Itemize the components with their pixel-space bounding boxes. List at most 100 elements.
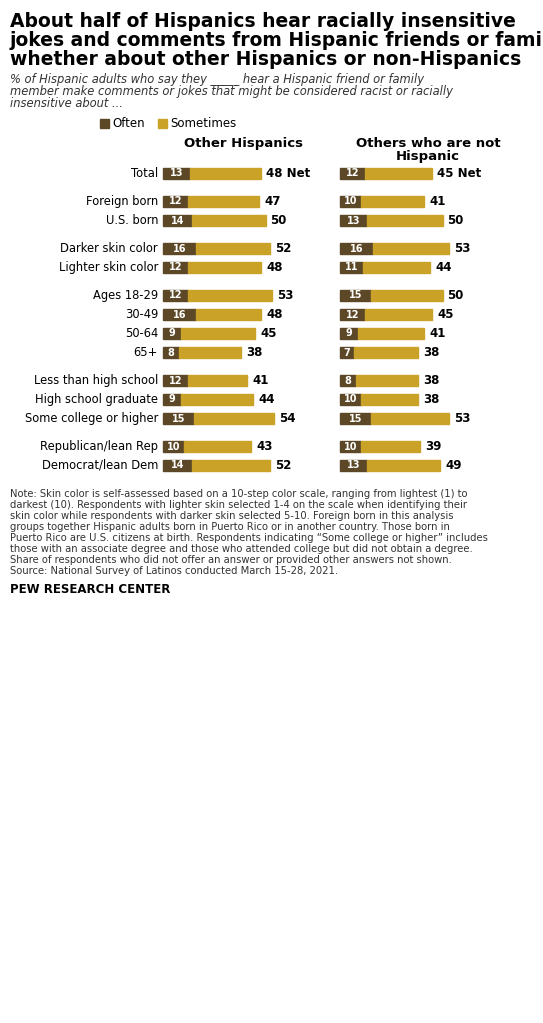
Bar bbox=[371, 290, 443, 301]
Text: 14: 14 bbox=[171, 460, 184, 471]
Text: 43: 43 bbox=[256, 440, 273, 453]
Bar bbox=[367, 460, 440, 471]
Text: 38: 38 bbox=[246, 346, 262, 359]
Text: 12: 12 bbox=[168, 375, 182, 386]
Text: 38: 38 bbox=[423, 374, 439, 387]
Text: 65+: 65+ bbox=[134, 346, 158, 359]
Bar bbox=[181, 328, 255, 339]
Text: 15: 15 bbox=[349, 413, 362, 424]
Bar bbox=[340, 262, 363, 273]
Text: 41: 41 bbox=[252, 374, 268, 387]
Bar bbox=[163, 168, 190, 179]
Bar bbox=[187, 375, 247, 386]
Bar bbox=[340, 460, 367, 471]
Bar bbox=[358, 328, 424, 339]
Bar bbox=[192, 215, 266, 226]
Text: 53: 53 bbox=[276, 290, 293, 302]
Bar bbox=[340, 309, 364, 320]
Text: Darker skin color: Darker skin color bbox=[60, 242, 158, 255]
Text: 16: 16 bbox=[350, 243, 363, 254]
Bar bbox=[340, 168, 364, 179]
Bar bbox=[340, 290, 371, 301]
Text: 16: 16 bbox=[173, 310, 186, 319]
Text: Source: National Survey of Latinos conducted March 15-28, 2021.: Source: National Survey of Latinos condu… bbox=[10, 566, 338, 576]
Bar bbox=[361, 394, 418, 405]
Bar bbox=[163, 196, 187, 207]
Text: those with an associate degree and those who attended college but did not obtain: those with an associate degree and those… bbox=[10, 544, 473, 554]
Text: 48 Net: 48 Net bbox=[267, 167, 311, 180]
Bar bbox=[163, 413, 194, 424]
Bar bbox=[163, 460, 192, 471]
Text: About half of Hispanics hear racially insensitive: About half of Hispanics hear racially in… bbox=[10, 12, 516, 31]
Text: Puerto Rico are U.S. citizens at birth. Respondents indicating “Some college or : Puerto Rico are U.S. citizens at birth. … bbox=[10, 533, 488, 543]
Text: Some college or higher: Some college or higher bbox=[24, 412, 158, 425]
Text: PEW RESEARCH CENTER: PEW RESEARCH CENTER bbox=[10, 583, 171, 596]
Bar bbox=[355, 347, 418, 358]
Bar bbox=[371, 413, 449, 424]
Text: 45 Net: 45 Net bbox=[437, 167, 482, 180]
Bar bbox=[163, 215, 192, 226]
Text: 10: 10 bbox=[344, 395, 357, 404]
Bar bbox=[163, 375, 187, 386]
Bar bbox=[163, 441, 184, 452]
Bar bbox=[163, 243, 196, 254]
Text: 39: 39 bbox=[425, 440, 441, 453]
Text: 10: 10 bbox=[167, 442, 180, 451]
Text: % of Hispanic adults who say they _____ hear a Hispanic friend or family: % of Hispanic adults who say they _____ … bbox=[10, 73, 424, 86]
Text: 41: 41 bbox=[429, 327, 445, 340]
Text: 30-49: 30-49 bbox=[125, 308, 158, 321]
Text: High school graduate: High school graduate bbox=[35, 393, 158, 406]
Text: 9: 9 bbox=[169, 328, 175, 339]
Text: 12: 12 bbox=[345, 169, 359, 178]
Bar bbox=[163, 309, 196, 320]
Text: 44: 44 bbox=[258, 393, 275, 406]
Bar bbox=[340, 215, 367, 226]
Text: 7: 7 bbox=[344, 348, 351, 357]
Text: jokes and comments from Hispanic friends or family,: jokes and comments from Hispanic friends… bbox=[10, 31, 543, 50]
Text: Sometimes: Sometimes bbox=[170, 117, 236, 130]
Bar bbox=[196, 243, 270, 254]
Bar bbox=[373, 243, 449, 254]
Bar bbox=[340, 347, 355, 358]
Text: 48: 48 bbox=[267, 308, 283, 321]
Text: 13: 13 bbox=[346, 216, 360, 225]
Text: darkest (10). Respondents with lighter skin selected 1-4 on the scale when ident: darkest (10). Respondents with lighter s… bbox=[10, 500, 467, 510]
Bar bbox=[158, 119, 167, 128]
Text: whether about other Hispanics or non-Hispanics: whether about other Hispanics or non-His… bbox=[10, 50, 521, 69]
Text: 53: 53 bbox=[453, 412, 470, 425]
Text: 9: 9 bbox=[346, 328, 352, 339]
Text: 49: 49 bbox=[445, 459, 462, 472]
Text: 50: 50 bbox=[270, 214, 287, 227]
Bar bbox=[100, 119, 109, 128]
Bar bbox=[361, 441, 420, 452]
Text: 54: 54 bbox=[279, 412, 295, 425]
Bar bbox=[364, 309, 432, 320]
Text: U.S. born: U.S. born bbox=[105, 214, 158, 227]
Text: 38: 38 bbox=[423, 346, 439, 359]
Text: Others who are not: Others who are not bbox=[356, 137, 500, 150]
Bar bbox=[340, 394, 361, 405]
Bar bbox=[163, 347, 179, 358]
Text: 52: 52 bbox=[275, 459, 291, 472]
Bar bbox=[361, 196, 424, 207]
Text: Foreign born: Foreign born bbox=[86, 195, 158, 208]
Text: 50: 50 bbox=[447, 290, 464, 302]
Bar bbox=[179, 347, 241, 358]
Text: Less than high school: Less than high school bbox=[34, 374, 158, 387]
Bar bbox=[340, 375, 356, 386]
Text: 53: 53 bbox=[453, 242, 470, 255]
Bar bbox=[194, 413, 274, 424]
Bar bbox=[181, 394, 253, 405]
Text: Share of respondents who did not offer an answer or provided other answers not s: Share of respondents who did not offer a… bbox=[10, 555, 452, 565]
Text: 16: 16 bbox=[173, 243, 186, 254]
Text: Note: Skin color is self-assessed based on a 10-step color scale, ranging from l: Note: Skin color is self-assessed based … bbox=[10, 489, 468, 499]
Bar bbox=[363, 262, 430, 273]
Bar bbox=[364, 168, 432, 179]
Text: Democrat/lean Dem: Democrat/lean Dem bbox=[42, 459, 158, 472]
Text: 12: 12 bbox=[168, 291, 182, 301]
Text: insensitive about ...: insensitive about ... bbox=[10, 97, 123, 110]
Text: 44: 44 bbox=[435, 261, 452, 274]
Bar bbox=[340, 441, 361, 452]
Text: 8: 8 bbox=[345, 375, 352, 386]
Text: Lighter skin color: Lighter skin color bbox=[59, 261, 158, 274]
